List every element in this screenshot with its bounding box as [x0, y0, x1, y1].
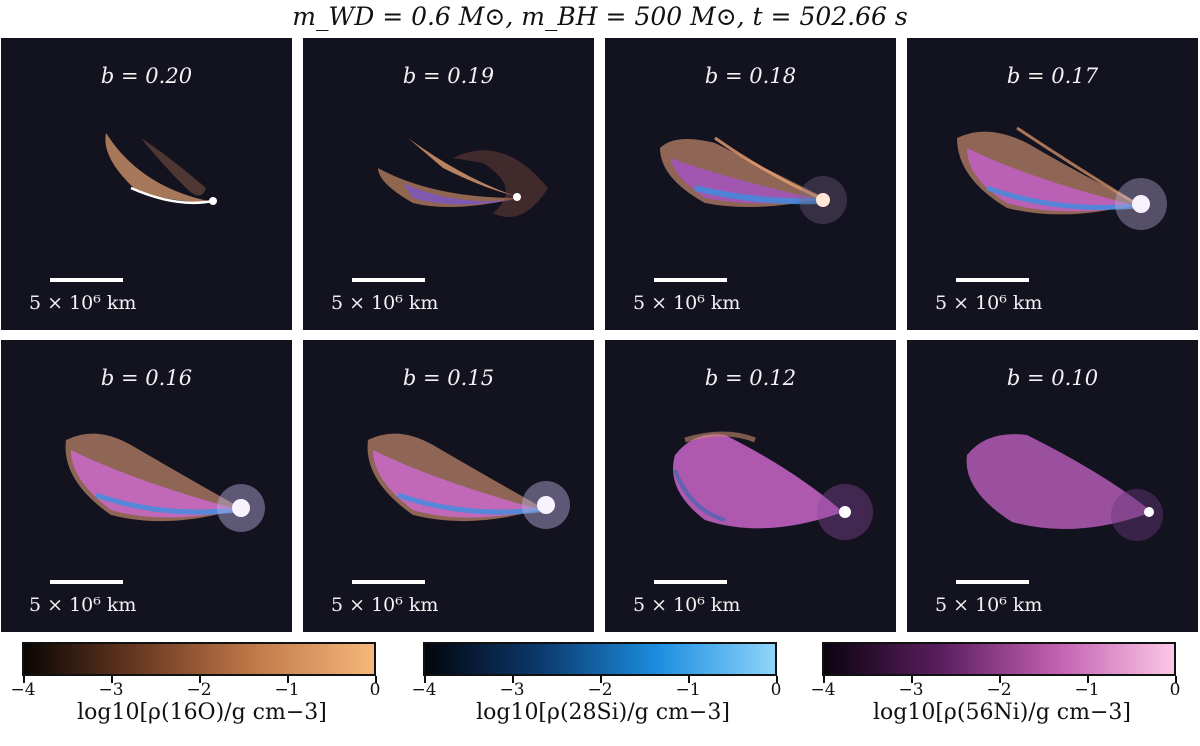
colorbar-tick	[23, 676, 25, 683]
scale-bar	[956, 278, 1029, 282]
colorbar-tick-label: −3	[499, 680, 525, 700]
scale-label: 5 × 10⁶ km	[29, 292, 137, 314]
colorbar-silicon-label: log10[ρ(28Si)/g cm−3]	[476, 700, 730, 725]
tde-simulation-image	[378, 138, 548, 218]
colorbar-tick-label: −4	[411, 680, 437, 700]
colorbar-tick-label: −3	[98, 680, 124, 700]
colorbar-tick	[111, 676, 113, 683]
panel-b-0.15: b = 0.15 5 × 10⁶ km	[303, 340, 594, 632]
panel-b-0.18: b = 0.18 5 × 10⁶ km	[605, 38, 896, 330]
panel-b-0.17: b = 0.17 5 × 10⁶ km	[907, 38, 1198, 330]
colorbar-tick	[911, 676, 913, 683]
scale-bar	[956, 580, 1029, 584]
scale-label: 5 × 10⁶ km	[331, 292, 439, 314]
colorbar-tick-label: −3	[898, 680, 924, 700]
panel-b-0.16: b = 0.16 5 × 10⁶ km	[1, 340, 292, 632]
colorbar-tick	[999, 676, 1001, 683]
scale-bar	[50, 580, 123, 584]
colorbar-tick-label: −1	[274, 680, 300, 700]
colorbar-tick-label: −1	[675, 680, 701, 700]
impact-parameter-label: b = 0.16	[100, 366, 193, 390]
colorbar-oxygen	[22, 642, 376, 676]
scale-label: 5 × 10⁶ km	[331, 594, 439, 616]
scale-bar	[50, 278, 123, 282]
scale-bar	[352, 278, 425, 282]
colorbar-tick	[1175, 676, 1177, 683]
tde-simulation-image	[367, 433, 570, 529]
colorbar-tick-label: 0	[770, 680, 782, 700]
colorbar-tick-label: −4	[810, 680, 836, 700]
colorbar-tick	[199, 676, 201, 683]
scale-label: 5 × 10⁶ km	[633, 594, 741, 616]
colorbar-tick	[1087, 676, 1089, 683]
scale-bar	[654, 580, 727, 584]
tde-simulation-image	[65, 433, 265, 532]
impact-parameter-label: b = 0.19	[402, 64, 495, 88]
tde-simulation-image	[105, 133, 217, 205]
panel-b-0.19: b = 0.19 5 × 10⁶ km	[303, 38, 594, 330]
impact-parameter-label: b = 0.15	[402, 366, 495, 390]
impact-parameter-label: b = 0.12	[704, 366, 797, 390]
scale-bar	[352, 580, 425, 584]
scale-bar	[654, 278, 727, 282]
tde-simulation-image	[966, 434, 1163, 541]
colorbar-tick-label: −2	[587, 680, 613, 700]
tde-simulation-image	[660, 136, 847, 224]
panel-b-0.20: b = 0.20 5 × 10⁶ km	[1, 38, 292, 330]
colorbar-nickel-label: log10[ρ(56Ni)/g cm−3]	[872, 700, 1131, 725]
scale-label: 5 × 10⁶ km	[29, 594, 137, 616]
impact-parameter-label: b = 0.20	[100, 64, 193, 88]
colorbar-oxygen-label: log10[ρ(16O)/g cm−3]	[77, 700, 327, 725]
colorbar-tick	[600, 676, 602, 683]
scale-label: 5 × 10⁶ km	[633, 292, 741, 314]
impact-parameter-label: b = 0.10	[1006, 366, 1099, 390]
colorbar-tick-label: −4	[10, 680, 36, 700]
colorbar-tick	[823, 676, 825, 683]
colorbar-tick	[776, 676, 778, 683]
colorbar-silicon	[423, 642, 777, 676]
impact-parameter-label: b = 0.17	[1006, 64, 1099, 88]
colorbar-tick	[375, 676, 377, 683]
colorbar-tick-label: 0	[1169, 680, 1181, 700]
colorbar-tick-label: 0	[369, 680, 381, 700]
scale-label: 5 × 10⁶ km	[935, 594, 1043, 616]
tde-simulation-image	[957, 126, 1167, 230]
scale-label: 5 × 10⁶ km	[935, 292, 1043, 314]
figure-title: m_WD = 0.6 M⊙, m_BH = 500 M⊙, t = 502.66…	[292, 2, 908, 31]
colorbar-tick	[424, 676, 426, 683]
colorbar-tick-label: −2	[186, 680, 212, 700]
colorbar-tick	[287, 676, 289, 683]
colorbar-tick-label: −2	[986, 680, 1012, 700]
colorbar-tick-label: −1	[1074, 680, 1100, 700]
colorbar-tick	[688, 676, 690, 683]
colorbar-tick	[512, 676, 514, 683]
panel-b-0.10: b = 0.10 5 × 10⁶ km	[907, 340, 1198, 632]
tde-simulation-image	[673, 431, 873, 540]
impact-parameter-label: b = 0.18	[704, 64, 797, 88]
panel-b-0.12: b = 0.12 5 × 10⁶ km	[605, 340, 896, 632]
colorbar-nickel	[822, 642, 1176, 676]
